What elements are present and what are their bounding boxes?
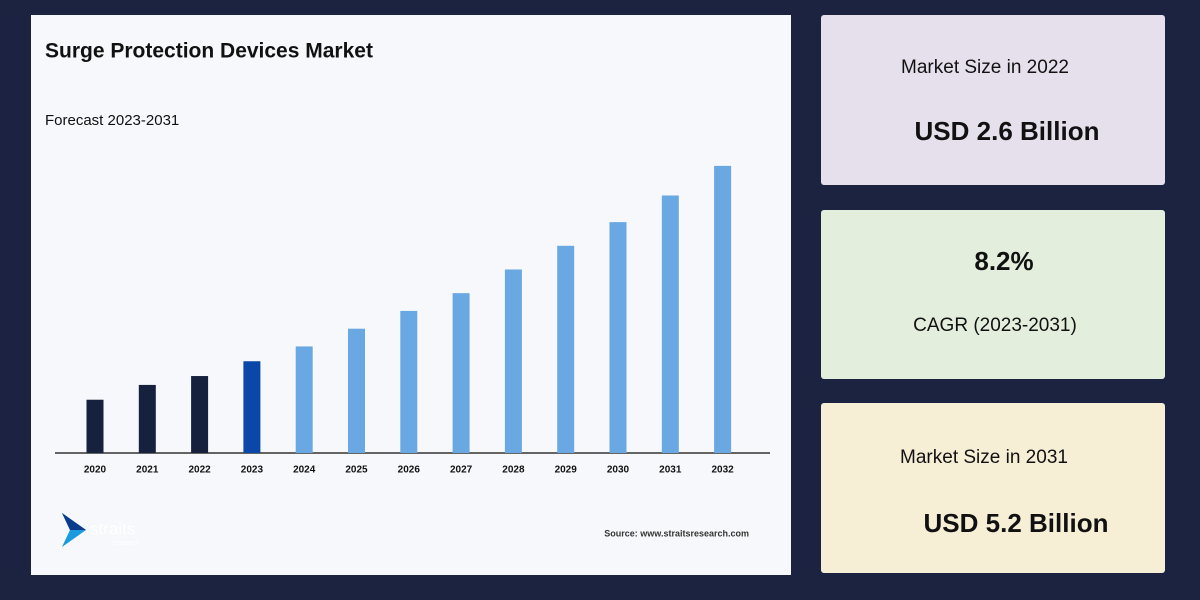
chart-subtitle: Forecast 2023-2031 bbox=[45, 112, 179, 129]
logo-name: straits bbox=[90, 519, 135, 538]
bar bbox=[714, 165, 732, 453]
x-tick-label: 2025 bbox=[345, 465, 368, 476]
bar bbox=[86, 399, 104, 453]
card-label: Market Size in 2022 bbox=[901, 57, 1069, 78]
x-tick-label: 2022 bbox=[188, 465, 211, 476]
card-label: CAGR (2023-2031) bbox=[913, 315, 1077, 336]
bar bbox=[191, 376, 209, 453]
card bbox=[821, 210, 1165, 379]
x-tick-label: 2028 bbox=[502, 465, 525, 476]
card-value: 8.2% bbox=[974, 246, 1033, 276]
bar bbox=[138, 384, 156, 453]
card bbox=[821, 403, 1165, 573]
bar bbox=[348, 328, 365, 453]
logo-tagline: research bbox=[112, 540, 139, 547]
bar bbox=[452, 293, 470, 453]
bar bbox=[609, 222, 627, 453]
x-tick-label: 2031 bbox=[659, 465, 682, 476]
card-value: USD 5.2 Billion bbox=[924, 508, 1109, 538]
chart-title: Surge Protection Devices Market bbox=[45, 40, 373, 63]
x-tick-label: 2026 bbox=[398, 465, 421, 476]
x-tick-label: 2032 bbox=[711, 465, 734, 476]
bar bbox=[295, 346, 313, 453]
card bbox=[821, 15, 1165, 185]
bar bbox=[400, 310, 418, 453]
bar bbox=[243, 361, 261, 453]
source: Source: www.straitsresearch.com bbox=[604, 528, 749, 538]
card-label: Market Size in 2031 bbox=[900, 447, 1068, 468]
x-tick-label: 2020 bbox=[84, 465, 107, 476]
x-tick-label: 2027 bbox=[450, 465, 473, 476]
bar bbox=[557, 245, 575, 453]
logo: straits research bbox=[62, 513, 139, 547]
bar bbox=[661, 195, 679, 454]
x-tick-label: 2030 bbox=[607, 465, 630, 476]
x-tick-label: 2024 bbox=[293, 465, 316, 476]
card-value: USD 2.6 Billion bbox=[915, 116, 1100, 146]
bar bbox=[504, 269, 522, 453]
logo-icon-shade bbox=[62, 513, 86, 530]
x-tick-label: 2021 bbox=[136, 465, 159, 476]
x-tick-label: 2023 bbox=[241, 465, 264, 476]
x-tick-label: 2029 bbox=[555, 465, 578, 476]
